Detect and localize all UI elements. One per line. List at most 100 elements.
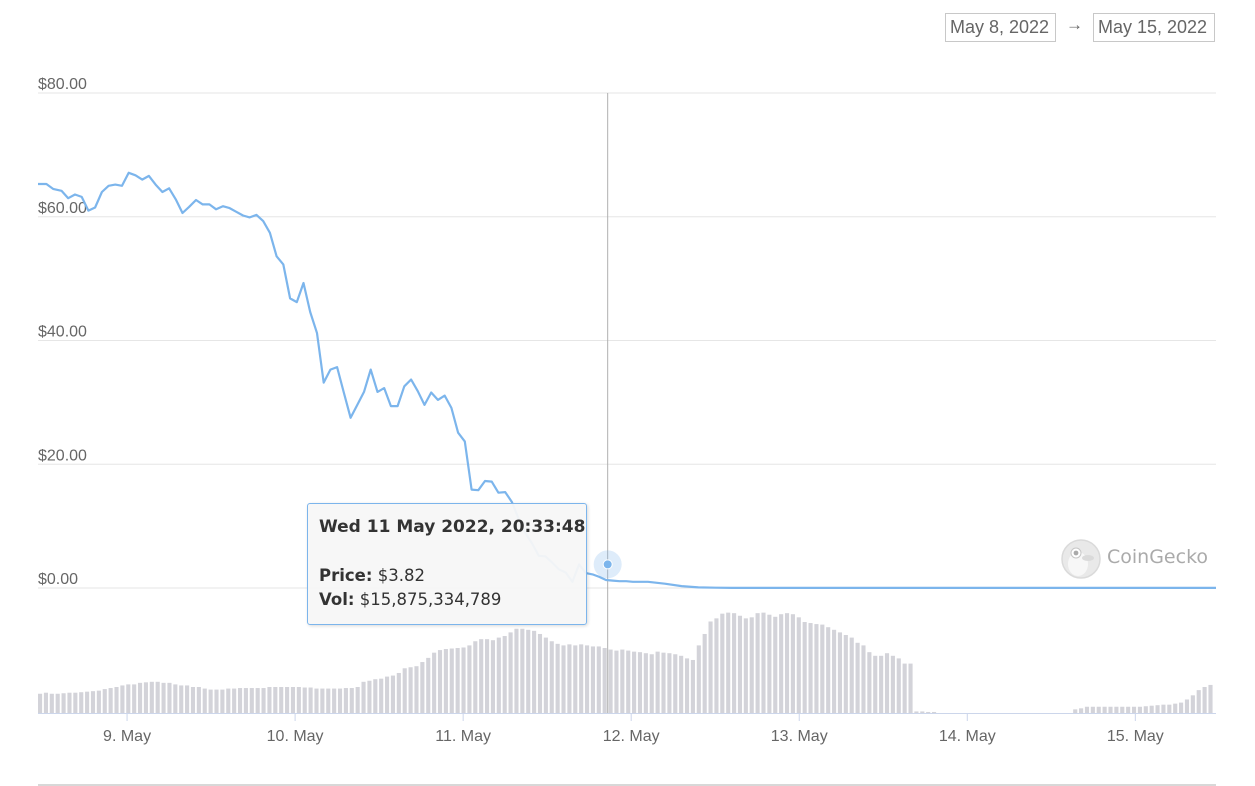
volume-bar [255,688,260,713]
volume-bars [38,612,1213,713]
volume-bar [879,655,884,713]
volume-bar [349,688,354,713]
volume-bar [343,688,348,713]
volume-bar [202,688,207,713]
volume-bar [702,633,707,713]
volume-bar [696,645,701,713]
volume-bar [502,636,507,713]
volume-bar [114,687,119,713]
volume-bar [679,655,684,713]
volume-bar [749,617,754,713]
volume-bar [402,668,407,713]
volume-bar [285,687,290,713]
volume-bar [443,649,448,713]
volume-bar [920,711,925,713]
volume-bar [437,650,443,713]
volume-bar [361,681,366,713]
volume-bar [279,687,284,713]
volume-bar [620,649,625,713]
volume-bar [767,614,772,713]
volume-bar [1073,709,1078,713]
coingecko-watermark: CoinGecko [1060,538,1220,579]
volume-bar [1155,705,1160,713]
volume-bar [261,688,266,713]
volume-bar [167,682,172,713]
volume-bar [373,679,378,713]
grid-lines [38,92,1216,589]
volume-bar [455,648,460,713]
volume-bar [537,633,543,713]
volume-bar [732,613,737,713]
volume-bar [826,627,831,713]
volume-bar [814,624,819,713]
volume-bar [684,658,690,713]
volume-bar [655,651,660,713]
volume-bar [67,692,72,713]
volume-bar [85,691,90,713]
date-range-end[interactable]: May 15, 2022 [1093,13,1215,42]
volume-bar [79,692,84,713]
volume-bar [1114,706,1119,713]
volume-bar [720,613,725,713]
volume-bar [479,639,484,713]
volume-bar [573,645,578,713]
y-tick-label: $0.00 [38,571,78,588]
date-range-arrow: → [1066,15,1083,34]
volume-bar [120,685,125,713]
volume-bar [1161,704,1166,713]
date-range-start[interactable]: May 8, 2022 [945,13,1056,42]
x-tick-label: 9. May [103,728,151,745]
x-tick-label: 12. May [603,728,660,745]
volume-bar [337,688,343,713]
volume-bar [520,628,525,713]
volume-bar [902,663,907,713]
volume-bar [743,618,748,713]
volume-bar [1190,695,1195,713]
volume-bar [614,650,619,713]
volume-bar [249,688,254,713]
volume-bar [408,667,413,713]
volume-bar [543,637,548,713]
volume-bar [108,688,113,713]
volume-bar [1137,706,1142,713]
volume-bar [808,623,813,713]
volume-bar [549,641,554,713]
volume-bar [102,689,107,713]
volume-bar [1173,703,1178,713]
x-axis-labels: 9. May 10. May 11. May 12. May 13. May 14. Ma… [103,713,1164,745]
volume-bar [532,630,537,713]
volume-bar [161,682,166,713]
volume-bar [514,628,519,713]
volume-bar [308,687,313,713]
volume-bar [96,690,101,713]
volume-bar [873,655,878,713]
volume-bar [1090,706,1095,713]
volume-bar [1126,706,1131,713]
volume-bar [690,659,695,713]
volume-bar [496,637,501,713]
volume-bar [414,666,419,713]
volume-bar [1196,690,1201,713]
x-tick-label: 13. May [771,728,828,745]
volume-bar [173,684,178,713]
volume-bar [314,688,319,713]
y-tick-label: $20.00 [38,447,87,464]
volume-bar [367,680,372,713]
volume-bar [38,693,43,713]
volume-bar [243,688,248,713]
volume-bar [590,646,595,713]
volume-bar [132,684,137,713]
volume-bar [1131,706,1137,713]
volume-bar [1084,706,1090,713]
y-axis-labels: $80.00 $60.00 $40.00 $20.00 $0.00 [38,76,87,588]
volume-bar [467,645,472,713]
y-tick-label: $40.00 [38,324,87,341]
x-tick-label: 10. May [267,728,324,745]
volume-bar [473,641,478,713]
volume-bar [779,614,784,713]
volume-bar [1120,706,1125,713]
volume-bar [302,687,307,713]
x-tick-label: 14. May [939,728,996,745]
volume-bar [432,652,437,713]
